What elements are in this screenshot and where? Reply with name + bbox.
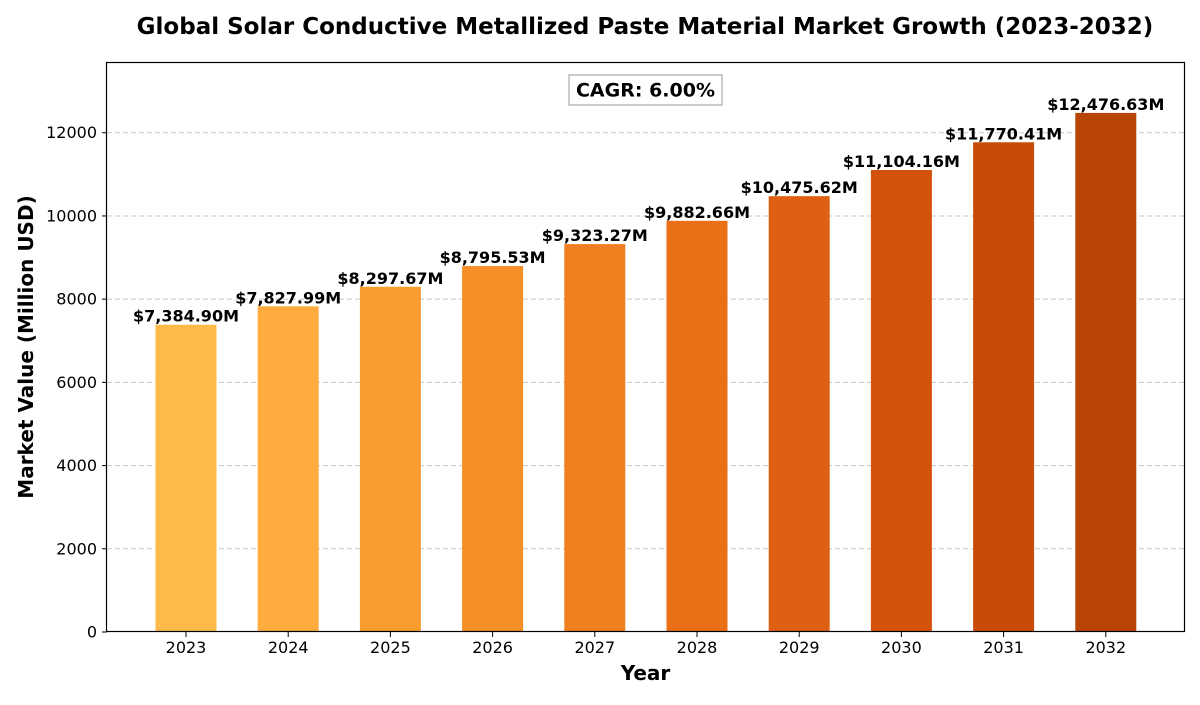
- bar-2023: [155, 324, 217, 632]
- y-tick-label: 0: [87, 623, 97, 642]
- x-tick-label-2029: 2029: [779, 638, 820, 657]
- data-label-2026: $8,795.53M: [440, 248, 546, 267]
- x-tick-label-2031: 2031: [983, 638, 1024, 657]
- data-label-2024: $7,827.99M: [235, 288, 341, 307]
- bar-2027: [564, 244, 626, 632]
- bar-2025: [359, 286, 421, 632]
- x-tick-label-2026: 2026: [472, 638, 513, 657]
- y-tick-label: 12000: [46, 123, 97, 142]
- cagr-box: [568, 74, 723, 106]
- bar-2032: [1075, 112, 1137, 632]
- bar-2028: [666, 220, 728, 632]
- bar-2030: [870, 170, 932, 632]
- bar-2026: [462, 266, 524, 632]
- y-axis-label: Market Value (Million USD): [14, 195, 38, 498]
- cagr-annotation: CAGR: 6.00%: [568, 74, 723, 106]
- y-tick-label: 4000: [56, 456, 97, 475]
- data-label-2027: $9,323.27M: [542, 226, 648, 245]
- bar-2024: [257, 306, 319, 632]
- plot-frame: [105, 61, 1186, 633]
- x-tick-label-2027: 2027: [574, 638, 615, 657]
- data-label-2032: $12,476.63M: [1047, 95, 1164, 114]
- x-tick-label-2024: 2024: [268, 638, 309, 657]
- data-label-2029: $10,475.62M: [741, 178, 858, 197]
- x-tick-label-2030: 2030: [881, 638, 922, 657]
- data-label-2030: $11,104.16M: [843, 152, 960, 171]
- x-tick-label-2032: 2032: [1085, 638, 1126, 657]
- data-label-2028: $9,882.66M: [644, 203, 750, 222]
- data-label-2023: $7,384.90M: [133, 307, 239, 326]
- bar-2031: [973, 142, 1035, 632]
- y-tick-label: 6000: [56, 373, 97, 392]
- y-tick-label: 2000: [56, 539, 97, 558]
- y-tick-label: 10000: [46, 206, 97, 225]
- x-tick-label-2025: 2025: [370, 638, 411, 657]
- cagr-label: CAGR: 6.00%: [576, 80, 715, 102]
- data-label-2025: $8,297.67M: [337, 269, 443, 288]
- data-label-2031: $11,770.41M: [945, 124, 1062, 143]
- x-tick-label-2023: 2023: [166, 638, 207, 657]
- x-tick-label-2028: 2028: [677, 638, 718, 657]
- x-axis-label: Year: [620, 661, 671, 685]
- chart-title: Global Solar Conductive Metallized Paste…: [137, 14, 1154, 40]
- bar-2029: [768, 196, 830, 633]
- y-tick-label: 8000: [56, 290, 97, 309]
